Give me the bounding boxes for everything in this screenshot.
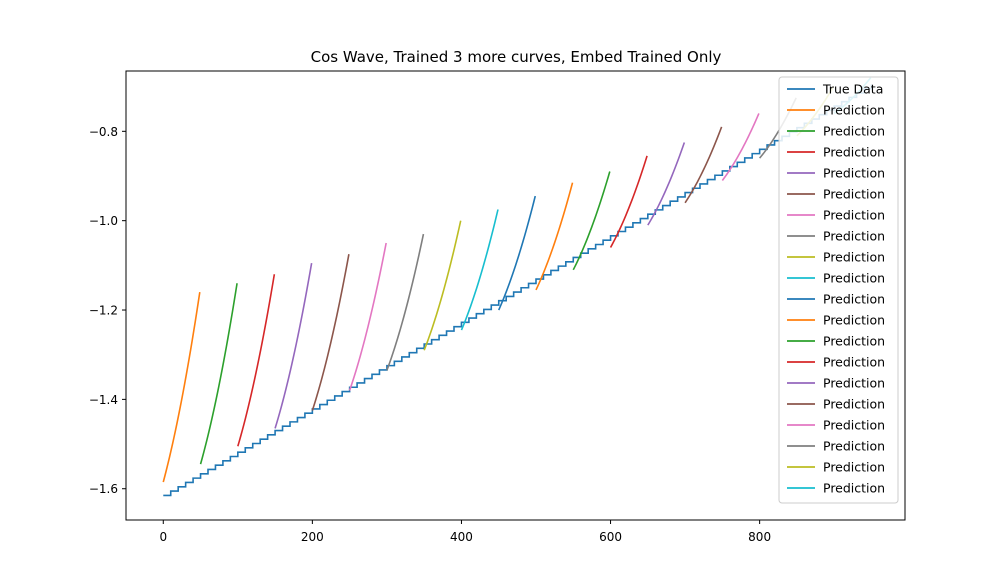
legend: True Data Prediction Prediction Prediction P…	[778, 76, 899, 504]
y-tick-label: −1.4	[89, 393, 118, 407]
legend-label: Prediction	[823, 481, 885, 496]
x-tick-label: 800	[748, 530, 771, 544]
series-prediction-line-13	[609, 155, 648, 248]
plot-area	[162, 77, 873, 497]
series-prediction-line-10	[497, 195, 537, 311]
legend-label: Prediction	[823, 208, 885, 223]
y-axis: −1.6 −1.4 −1.2 −1.0 −0.8	[89, 125, 126, 496]
legend-label: Prediction	[823, 313, 885, 328]
y-tick-label: −1.6	[89, 482, 118, 496]
x-tick-label: 400	[450, 530, 473, 544]
legend-label: Prediction	[823, 292, 885, 307]
legend-label: Prediction	[823, 166, 885, 181]
legend-label: Prediction	[823, 355, 885, 370]
legend-label: Prediction	[823, 145, 885, 160]
legend-label: Prediction	[823, 418, 885, 433]
legend-label: Prediction	[823, 187, 885, 202]
series-prediction-line-7	[386, 233, 425, 371]
y-tick-label: −1.0	[89, 214, 118, 228]
series-prediction-line-12	[572, 171, 611, 271]
legend-label: Prediction	[823, 229, 885, 244]
series-true-data-line	[163, 84, 873, 497]
x-tick-label: 600	[599, 530, 622, 544]
y-tick-label: −1.2	[89, 304, 118, 318]
series-prediction-line-2	[199, 283, 238, 465]
series-prediction-line-6	[348, 242, 387, 391]
legend-box	[778, 76, 899, 504]
series-prediction-line-3	[237, 274, 276, 447]
chart-title: Cos Wave, Trained 3 more curves, Embed T…	[311, 48, 722, 66]
series-prediction-line-15	[684, 126, 723, 204]
legend-label: Prediction	[823, 439, 885, 454]
legend-label: Prediction	[823, 250, 885, 265]
x-tick-label: 0	[159, 530, 167, 544]
series-prediction-line-14	[647, 142, 686, 226]
legend-label: Prediction	[823, 460, 885, 475]
x-tick-label: 200	[301, 530, 324, 544]
x-axis: 0 200 400 600 800	[159, 520, 771, 544]
series-prediction-line-11	[535, 182, 574, 291]
series-prediction-line-8	[423, 220, 462, 351]
legend-label: Prediction	[823, 376, 885, 391]
series-prediction-line-4	[274, 262, 313, 429]
series-prediction-line-5	[311, 254, 350, 411]
legend-label: Prediction	[823, 397, 885, 412]
plot-frame	[125, 70, 906, 521]
legend-label: True Data	[822, 82, 883, 97]
series-prediction-line-9	[460, 209, 499, 331]
series-prediction-line-16	[721, 113, 760, 181]
legend-label: Prediction	[823, 103, 885, 118]
y-tick-label: −0.8	[89, 125, 118, 139]
series-prediction-line-1	[162, 292, 201, 483]
legend-label: Prediction	[823, 271, 885, 286]
legend-label: Prediction	[823, 334, 885, 349]
legend-label: Prediction	[823, 124, 885, 139]
